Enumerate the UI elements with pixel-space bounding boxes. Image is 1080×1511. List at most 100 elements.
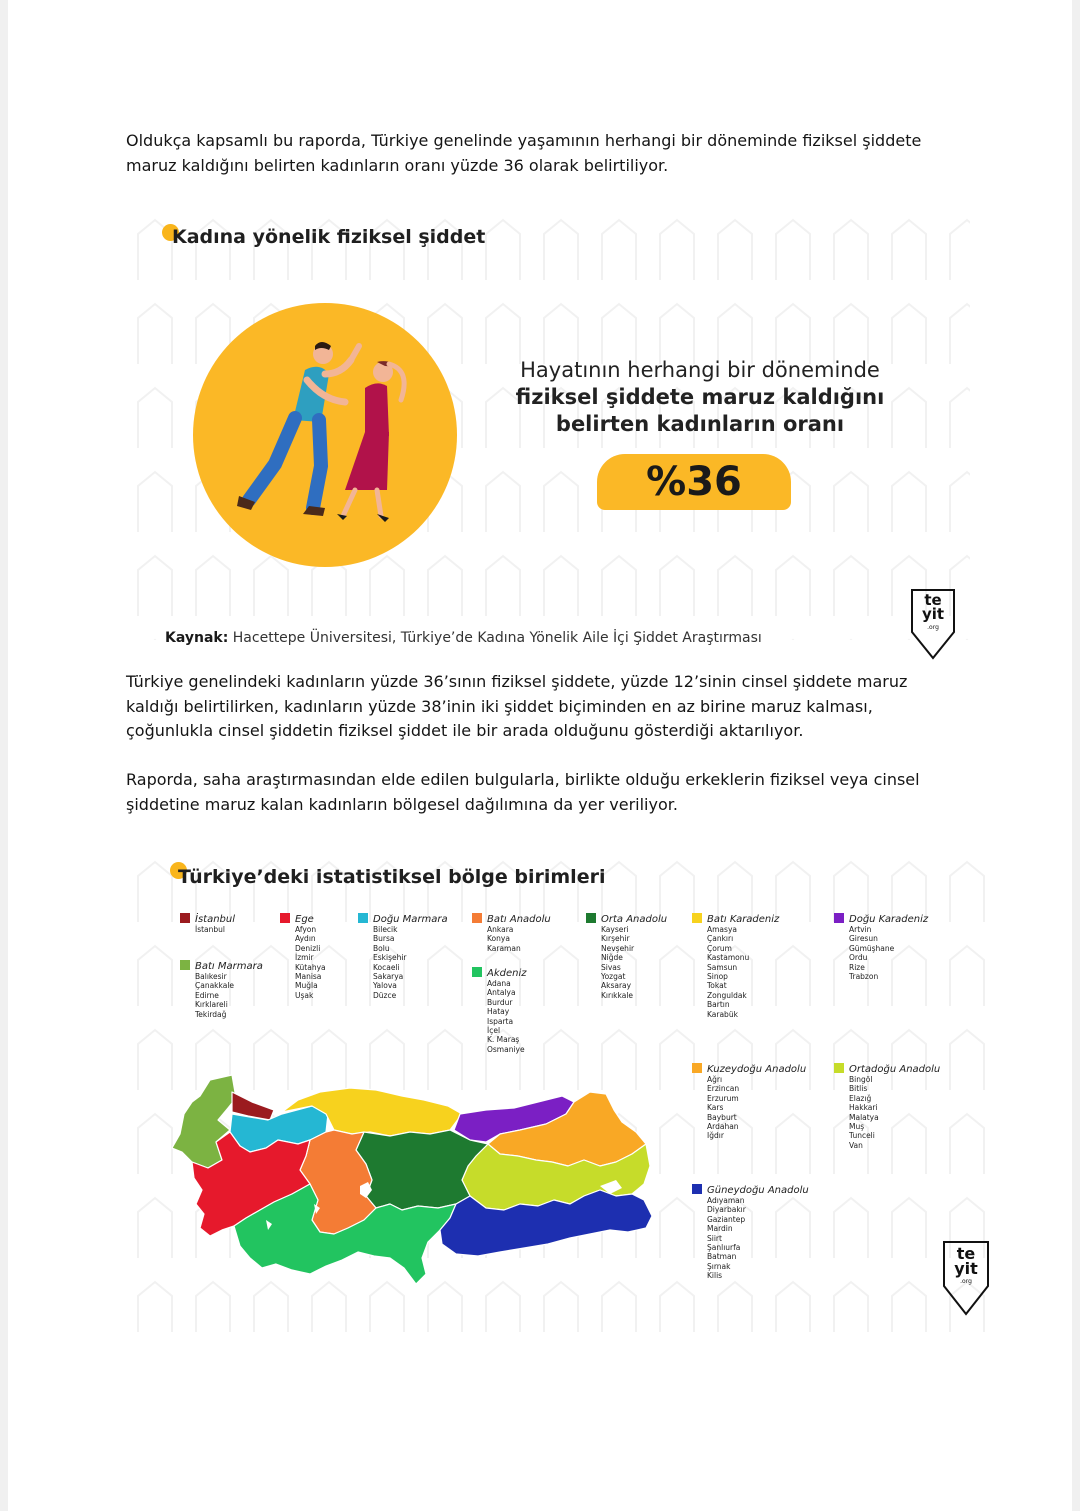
- paragraph-stats: Türkiye genelindeki kadınların yüzde 36’…: [126, 670, 946, 744]
- legend-city: Muş: [849, 1122, 940, 1131]
- legend-region-name: Batı Karadeniz: [707, 914, 779, 925]
- legend-city: Afyon: [295, 925, 326, 934]
- teyit-logo-2: te yit .org: [942, 1240, 990, 1316]
- legend-group: Akdeniz Adana Antalya Burdur Hatay Isparta İçe…: [472, 967, 527, 1054]
- legend-city: Bayburt: [707, 1113, 806, 1122]
- legend-city: Denizli: [295, 944, 326, 953]
- logo-text-yit: yit: [910, 607, 956, 622]
- turkey-region-map: [170, 1070, 665, 1295]
- legend-city: Amasya: [707, 925, 779, 934]
- legend-city: Muğla: [295, 981, 326, 990]
- legend-city: Batman: [707, 1252, 809, 1261]
- legend-city: Aydın: [295, 934, 326, 943]
- legend-city: Siirt: [707, 1234, 809, 1243]
- legend-city: Burdur: [487, 998, 527, 1007]
- legend-city: Manisa: [295, 972, 326, 981]
- legend-city: Karaman: [487, 944, 551, 953]
- legend-city: Tekirdağ: [195, 1010, 263, 1019]
- quote-line-1: Hayatının herhangi bir döneminde: [490, 358, 910, 382]
- legend-city: Sakarya: [373, 972, 448, 981]
- stat-percentage: %36: [597, 454, 791, 510]
- legend-city: Şırnak: [707, 1262, 809, 1271]
- legend-region-name: Doğu Karadeniz: [849, 914, 928, 925]
- legend-group: Batı Karadeniz Amasya Çankırı Çorum Kastamon…: [692, 913, 779, 1019]
- legend-group: Ege Afyon Aydın Denizli İzmir Kütahya Manisa Mu…: [280, 913, 326, 1000]
- legend-city: Kırıkkale: [601, 991, 667, 1000]
- legend-swatch: [280, 913, 290, 923]
- legend-region-name: Orta Anadolu: [601, 914, 667, 925]
- legend-city: Malatya: [849, 1113, 940, 1122]
- legend-city: Trabzon: [849, 972, 928, 981]
- legend-swatch: [180, 913, 190, 923]
- legend-city: Adıyaman: [707, 1196, 809, 1205]
- legend-city: Tunceli: [849, 1131, 940, 1140]
- legend-city: Çanakkale: [195, 981, 263, 990]
- quote-line-3: belirten kadınların oranı: [490, 412, 910, 436]
- legend-swatch: [586, 913, 596, 923]
- legend-header: Güneydoğu Anadolu: [692, 1184, 809, 1196]
- legend-city: Bolu: [373, 944, 448, 953]
- legend-header: Batı Anadolu: [472, 913, 551, 925]
- legend-city: Çorum: [707, 944, 779, 953]
- legend-header: Doğu Karadeniz: [834, 913, 928, 925]
- legend-header: Kuzeydoğu Anadolu: [692, 1063, 806, 1075]
- legend-city: Isparta: [487, 1017, 527, 1026]
- teyit-logo: te yit .org: [910, 588, 956, 660]
- legend-city: Uşak: [295, 991, 326, 1000]
- source-line: Kaynak: Hacettepe Üniversitesi, Türkiye’…: [165, 630, 762, 646]
- legend-city: Ardahan: [707, 1122, 806, 1131]
- logo-2-text-org: .org: [942, 1278, 990, 1285]
- legend-city-list: Adana Antalya Burdur Hatay Isparta İçel K. Mar…: [487, 979, 527, 1054]
- legend-city: Düzce: [373, 991, 448, 1000]
- legend-region-name: Kuzeydoğu Anadolu: [707, 1064, 806, 1075]
- legend-city: Kırklareli: [195, 1000, 263, 1009]
- legend-city: Kayseri: [601, 925, 667, 934]
- legend-swatch: [834, 1063, 844, 1073]
- legend-city: Bilecik: [373, 925, 448, 934]
- legend-city: Şanlıurfa: [707, 1243, 809, 1252]
- legend-header: Akdeniz: [472, 967, 527, 979]
- legend-city: Sinop: [707, 972, 779, 981]
- legend-city: Çankırı: [707, 934, 779, 943]
- legend-city: Giresun: [849, 934, 928, 943]
- legend-group: Ortadoğu Anadolu Bingöl Bitlis Elazığ Hakkar…: [834, 1063, 940, 1150]
- legend-city: Elazığ: [849, 1094, 940, 1103]
- violence-illustration: [225, 340, 425, 525]
- regions-title: Türkiye’deki istatistiksel bölge birimle…: [178, 866, 605, 888]
- legend-city-list: Adıyaman Diyarbakır Gaziantep Mardin Siirt Şa…: [707, 1196, 809, 1281]
- legend-city: Kütahya: [295, 963, 326, 972]
- quote-line-2: fiziksel şiddete maruz kaldığını: [490, 385, 910, 409]
- legend-city: Bursa: [373, 934, 448, 943]
- legend-group: Doğu Marmara Bilecik Bursa Bolu Eskişehir Koc…: [358, 913, 448, 1000]
- legend-city: Balıkesir: [195, 972, 263, 981]
- legend-city-list: Amasya Çankırı Çorum Kastamonu Samsun Sinop To…: [707, 925, 779, 1019]
- legend-city: Hatay: [487, 1007, 527, 1016]
- logo-text-org: .org: [910, 624, 956, 631]
- legend-city: Bartın: [707, 1000, 779, 1009]
- legend-swatch: [472, 967, 482, 977]
- legend-city: Bingöl: [849, 1075, 940, 1084]
- legend-swatch: [358, 913, 368, 923]
- legend-city: Gaziantep: [707, 1215, 809, 1224]
- legend-region-name: Ege: [295, 914, 314, 925]
- legend-swatch: [834, 913, 844, 923]
- legend-group: Batı Anadolu Ankara Konya Karaman: [472, 913, 551, 953]
- legend-city-list: Bilecik Bursa Bolu Eskişehir Kocaeli Sakarya Y…: [373, 925, 448, 1000]
- legend-city-list: Balıkesir Çanakkale Edirne Kırklareli Tekird…: [195, 972, 263, 1019]
- legend-city: Eskişehir: [373, 953, 448, 962]
- legend-region-name: Güneydoğu Anadolu: [707, 1185, 809, 1196]
- legend-city: Niğde: [601, 953, 667, 962]
- legend-city: Zonguldak: [707, 991, 779, 1000]
- legend-city: Artvin: [849, 925, 928, 934]
- legend-city: Edirne: [195, 991, 263, 1000]
- legend-city: İstanbul: [195, 925, 235, 934]
- legend-city: Kırşehir: [601, 934, 667, 943]
- legend-city: Kars: [707, 1103, 806, 1112]
- legend-city: K. Maraş: [487, 1035, 527, 1044]
- legend-region-name: Batı Anadolu: [487, 914, 551, 925]
- legend-city: Karabük: [707, 1010, 779, 1019]
- legend-city: Kastamonu: [707, 953, 779, 962]
- legend-city: Rize: [849, 963, 928, 972]
- legend-city: Osmaniye: [487, 1045, 527, 1054]
- legend-region-name: Akdeniz: [487, 968, 527, 979]
